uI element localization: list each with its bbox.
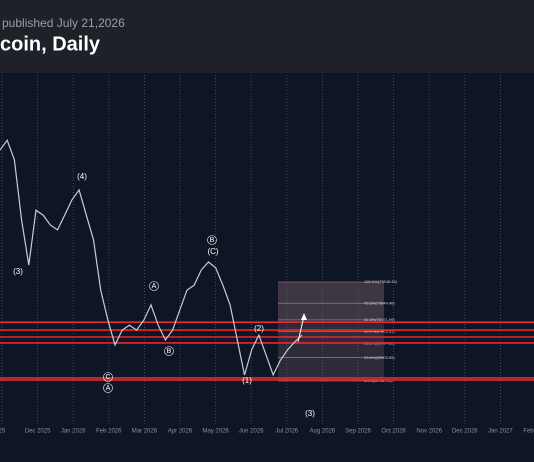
x-tick-label: Oct 2026 — [381, 429, 406, 435]
annotation-ring — [164, 346, 174, 356]
annotation-ring — [103, 372, 113, 382]
wave-label: (2) — [254, 324, 264, 333]
title: coin, Daily — [0, 33, 101, 55]
fib-label: 78.6%(73544.46) — [364, 300, 395, 305]
x-tick-label: Jun 2026 — [239, 429, 264, 435]
wave-label: (1) — [242, 376, 252, 385]
wave-label: (3) — [13, 267, 23, 276]
fib-label: 50.0%(67805.31) — [364, 329, 395, 334]
x-tick-label: Mar 2026 — [132, 429, 158, 435]
arrow — [297, 315, 305, 343]
x-tick-label: 25 — [0, 429, 6, 435]
annotation-ring — [103, 383, 113, 393]
x-tick-label: Sep 2026 — [345, 429, 371, 435]
x-tick-label: Dec 2025 — [25, 429, 51, 435]
wave-label: C — [105, 374, 110, 381]
wave-label: A — [106, 385, 111, 392]
wave-label: (4) — [77, 172, 87, 181]
wave-label: (C) — [207, 247, 218, 256]
fib-label: 23.6%(62503.59) — [364, 355, 395, 360]
arrow-head — [301, 313, 307, 320]
wave-label: B — [167, 348, 172, 355]
published: published July 21,2026 — [2, 16, 125, 30]
fib-label: 61.8%(70171.99) — [364, 317, 395, 322]
x-tick-label: May 2026 — [202, 429, 229, 435]
annotation-ring — [207, 235, 217, 245]
x-tick-label: Jan 2026 — [61, 429, 86, 435]
x-tick-label: Feb 2026 — [96, 429, 122, 435]
fib-zone — [278, 282, 384, 322]
header-bg — [0, 0, 534, 73]
x-tick-label: Aug 2026 — [310, 429, 336, 435]
x-tick-label: Nov 2026 — [416, 429, 442, 435]
fib-label: 100.0%(77848.45) — [364, 279, 398, 284]
wave-label: (3) — [305, 409, 315, 418]
price-line — [0, 138, 303, 377]
x-tick-label: Apr 2026 — [168, 429, 193, 435]
x-tick-label: Jul 2026 — [275, 429, 298, 435]
wave-label: A — [152, 283, 157, 290]
wave-label: B — [210, 237, 215, 244]
annotation-ring — [149, 281, 159, 291]
x-tick-label: Feb 2027 — [523, 429, 534, 435]
x-tick-label: Dec 2026 — [452, 429, 478, 435]
x-tick-label: Jan 2027 — [488, 429, 513, 435]
